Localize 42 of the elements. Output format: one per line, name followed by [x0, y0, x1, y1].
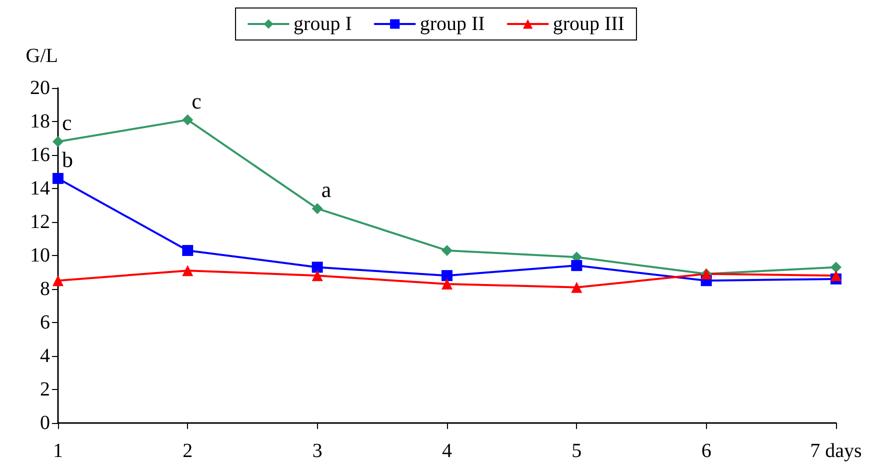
- x-tick-label: 3: [312, 440, 322, 462]
- point: [442, 244, 452, 256]
- point: [571, 282, 582, 293]
- x-tick-label: 4: [442, 440, 452, 462]
- y-tick-label: 8: [40, 278, 50, 300]
- point: [442, 270, 452, 282]
- y-tick-label: 20: [30, 77, 50, 99]
- point: [52, 172, 64, 184]
- legend-label: group I: [294, 13, 352, 35]
- annotation: a: [321, 177, 332, 202]
- y-tick-label: 14: [30, 178, 50, 200]
- y-tick-label: 16: [30, 144, 50, 166]
- annotation: c: [192, 88, 202, 114]
- point: [571, 260, 582, 272]
- x-tick-label: 2: [182, 440, 193, 462]
- x-tick-label: 6: [701, 440, 712, 462]
- y-tick-label: 2: [40, 378, 50, 400]
- y-axis-title: G/L: [26, 45, 58, 67]
- y-tick-label: 18: [30, 110, 50, 132]
- point: [830, 262, 842, 273]
- x-tick-label: 7 days: [810, 440, 862, 462]
- point: [52, 275, 64, 286]
- x-tick-label: 5: [572, 440, 582, 462]
- point: [52, 136, 64, 148]
- point: [312, 262, 323, 273]
- x-tick-label: 1: [53, 440, 63, 462]
- point: [830, 270, 842, 282]
- y-tick-label: 6: [40, 312, 50, 334]
- point: [182, 244, 194, 256]
- annotation: c: [62, 110, 72, 136]
- point: [312, 203, 323, 214]
- annotation: b: [62, 146, 73, 172]
- y-tick-label: 0: [40, 412, 50, 434]
- y-tick-label: 10: [30, 244, 50, 266]
- point: [182, 114, 194, 126]
- point: [182, 265, 194, 276]
- legend-label: group II: [420, 13, 485, 35]
- y-tick-label: 12: [30, 211, 50, 233]
- y-tick-label: 4: [40, 345, 50, 367]
- point: [312, 270, 323, 282]
- point: [442, 278, 452, 290]
- legend-label: group III: [552, 13, 624, 35]
